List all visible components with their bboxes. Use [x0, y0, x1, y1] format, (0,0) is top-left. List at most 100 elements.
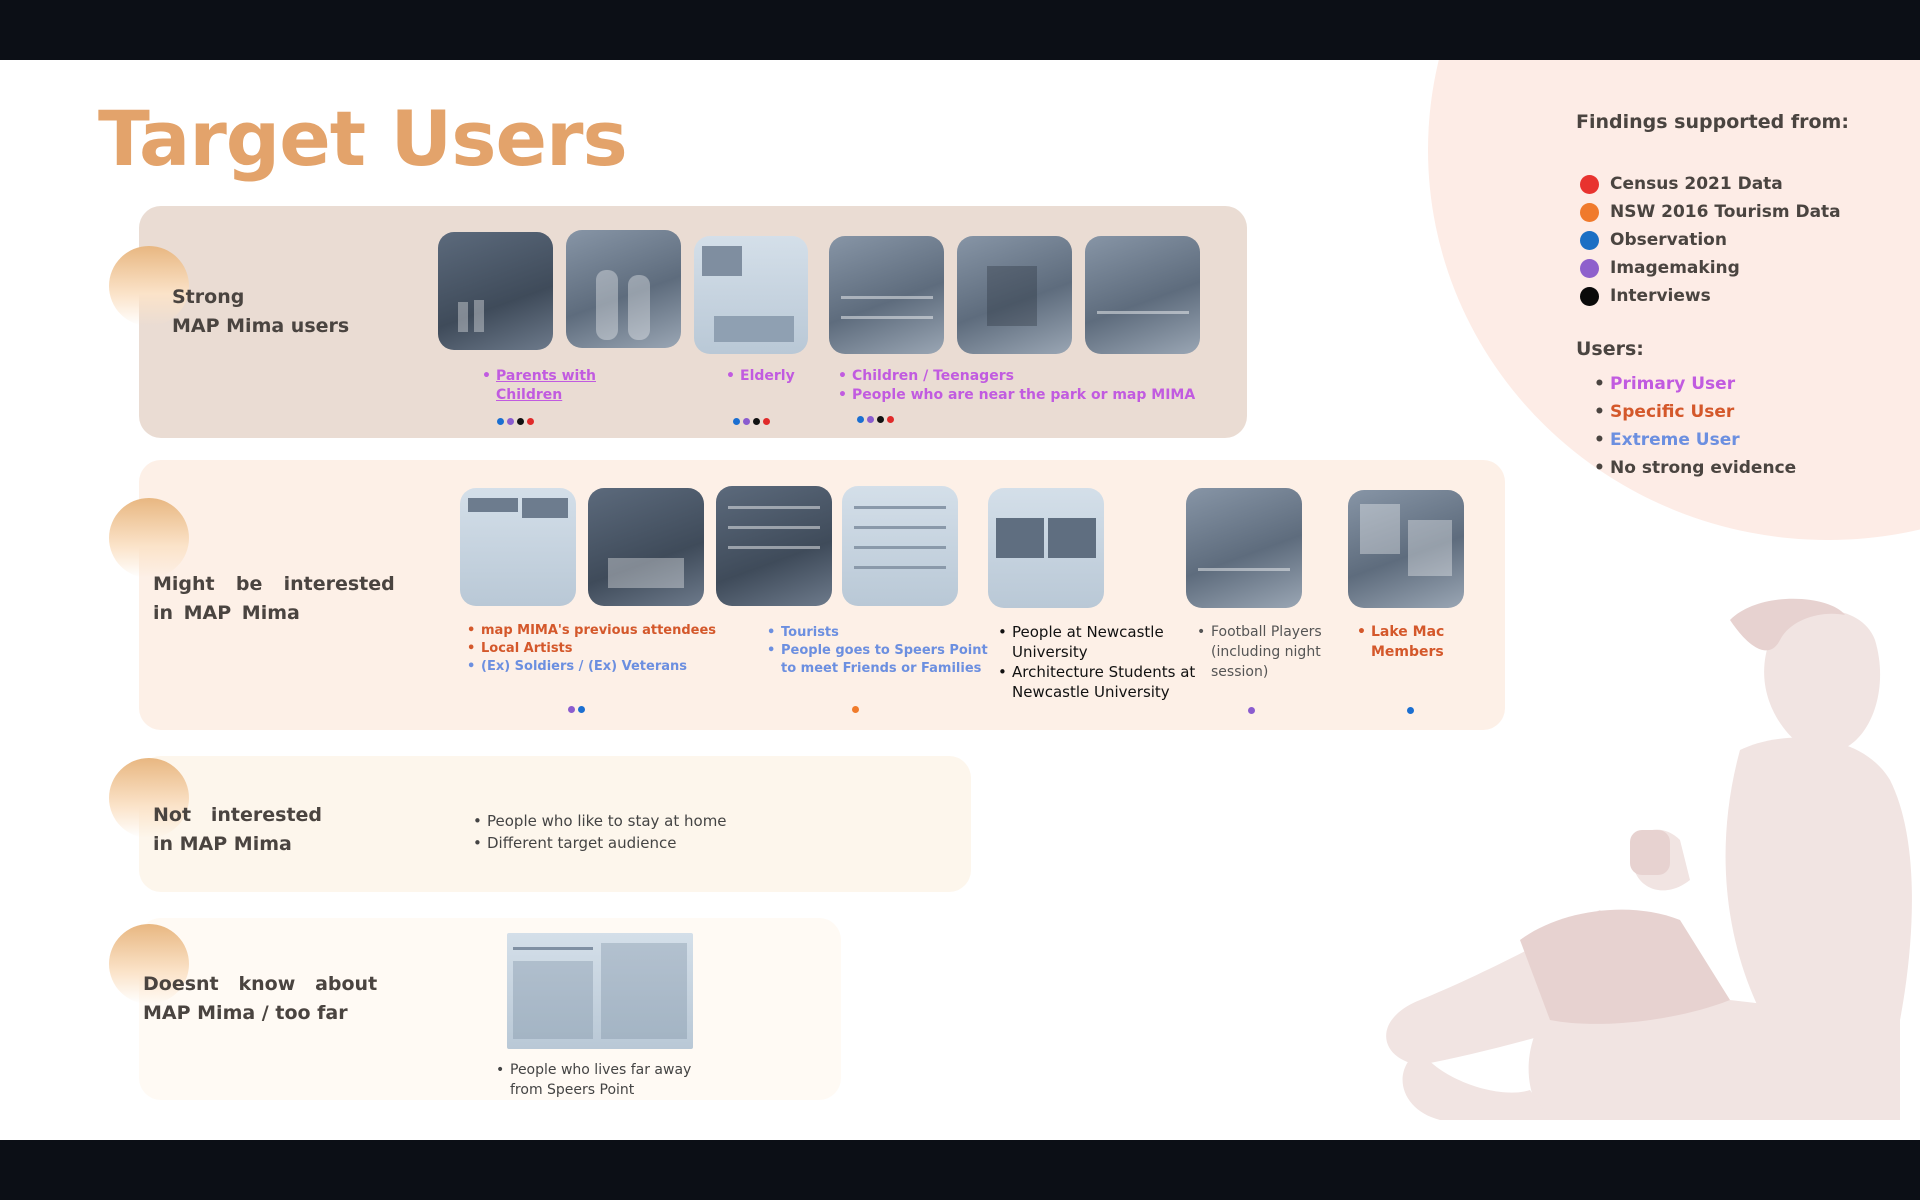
section-label-might: Might be interested in MAP Mima	[153, 573, 395, 624]
list-item: People who lives far away from Speers Po…	[496, 1060, 691, 1100]
photo-immersive-room	[438, 232, 553, 350]
source-dots	[1248, 707, 1255, 714]
section-label-far: Doesnt know about MAP Mima / too far	[143, 973, 378, 1024]
legend-dot	[1580, 202, 1599, 222]
source-dot	[887, 416, 894, 423]
section-label-not-interested: Not interested in MAP Mima	[153, 804, 323, 855]
list-item: People goes to Speers Point to meet Frie…	[767, 642, 988, 678]
source-dot	[743, 418, 750, 425]
source-dots	[733, 418, 770, 425]
far-list: People who lives far away from Speers Po…	[496, 1060, 691, 1100]
image-distance-table	[507, 933, 693, 1049]
might-group-3: People at Newcastle University Architect…	[998, 622, 1195, 702]
image-university-site	[988, 488, 1104, 608]
photo-noticeboard	[1348, 490, 1464, 608]
strong-group-3: Children / Teenagers People who are near…	[838, 367, 1195, 405]
list-item: Football Players (including night sessio…	[1197, 622, 1322, 682]
section-circle	[109, 758, 189, 838]
list-item: Local Artists	[467, 640, 716, 658]
source-dot	[763, 418, 770, 425]
photo-football-night	[1186, 488, 1302, 608]
far-panel	[139, 918, 841, 1100]
photo-memorial-wall	[716, 486, 832, 606]
legend-item-imagemaking: Imagemaking	[1580, 254, 1841, 282]
section-circle	[109, 246, 189, 326]
source-dot	[733, 418, 740, 425]
source-dot	[517, 418, 524, 425]
list-item: Lake Mac Members	[1357, 622, 1444, 662]
legend-item-tourism: NSW 2016 Tourism Data	[1580, 198, 1841, 226]
legend-item-observation: Observation	[1580, 226, 1841, 254]
list-item: Different target audience	[473, 832, 727, 854]
legend-dot	[1580, 230, 1599, 250]
legend-item-interviews: Interviews	[1580, 282, 1841, 310]
photo-concert-stage	[588, 488, 704, 606]
legend-dot	[1580, 258, 1599, 278]
source-dot	[857, 416, 864, 423]
strong-group-2: Elderly	[726, 367, 795, 386]
list-item: People at Newcastle University	[998, 622, 1195, 662]
photo-football-field	[1085, 236, 1200, 354]
list-item: Tourists	[767, 624, 988, 642]
list-item: (Ex) Soldiers / (Ex) Veterans	[467, 658, 716, 676]
source-dot	[507, 418, 514, 425]
legend-label: Census 2021 Data	[1610, 174, 1783, 194]
source-dots	[1407, 707, 1414, 714]
image-newsletter	[460, 488, 576, 606]
legend-label: NSW 2016 Tourism Data	[1610, 202, 1841, 222]
might-group-4: Football Players (including night sessio…	[1197, 622, 1322, 682]
page-title: Target Users	[98, 94, 628, 183]
source-dot	[753, 418, 760, 425]
users-title: Users:	[1576, 338, 1644, 360]
photo-elderly-couple	[566, 230, 681, 348]
list-item: People who are near the park or map MIMA	[838, 386, 1195, 405]
list-item: map MIMA's previous attendees	[467, 622, 716, 640]
photo-park-path	[829, 236, 944, 354]
might-group-2: Tourists People goes to Speers Point to …	[767, 624, 988, 678]
section-label-strong: Strong MAP Mima users	[172, 286, 350, 337]
legend-label: Imagemaking	[1610, 258, 1740, 278]
person-illustration	[1386, 598, 1912, 1120]
top-letterbox	[0, 0, 1920, 60]
source-dot	[497, 418, 504, 425]
legend-item-census: Census 2021 Data	[1580, 170, 1841, 198]
image-tourism-doc	[842, 486, 958, 606]
list-item: Elderly	[726, 367, 795, 386]
bottom-letterbox	[0, 1140, 1920, 1200]
source-dot	[852, 706, 859, 713]
source-dots	[857, 416, 894, 423]
user-type-no-evidence: No strong evidence	[1594, 454, 1796, 482]
user-type-specific: Specific User	[1594, 398, 1796, 426]
list-item: Parents with Children	[482, 367, 596, 405]
legend-dot	[1580, 174, 1599, 194]
source-dots	[497, 418, 534, 425]
list-item: People who like to stay at home	[473, 810, 727, 832]
source-dot	[1248, 707, 1255, 714]
legend-dot	[1580, 286, 1599, 306]
source-dot	[867, 416, 874, 423]
source-dot	[877, 416, 884, 423]
legend-list: Census 2021 Data NSW 2016 Tourism Data O…	[1580, 170, 1841, 310]
users-list: Primary User Specific User Extreme User …	[1594, 370, 1796, 482]
legend-label: Interviews	[1610, 286, 1711, 306]
strong-group-1: Parents with Children	[482, 367, 596, 405]
might-group-5: Lake Mac Members	[1357, 622, 1444, 662]
not-interested-list: People who like to stay at home Differen…	[473, 810, 727, 854]
source-dot	[1407, 707, 1414, 714]
source-dot	[527, 418, 534, 425]
legend-title: Findings supported from:	[1576, 111, 1849, 133]
source-dot	[568, 706, 575, 713]
legend-label: Observation	[1610, 230, 1727, 250]
might-group-1: map MIMA's previous attendees Local Arti…	[467, 622, 716, 676]
section-circle	[109, 924, 189, 1004]
source-dots	[852, 706, 859, 713]
list-item: Architecture Students at Newcastle Unive…	[998, 662, 1195, 702]
user-type-primary: Primary User	[1594, 370, 1796, 398]
section-circle	[109, 498, 189, 578]
source-dots	[568, 706, 585, 713]
slide: Target Users Strong MAP Mima users Paren…	[0, 60, 1920, 1140]
user-type-extreme: Extreme User	[1594, 426, 1796, 454]
photo-playground	[957, 236, 1072, 354]
list-item: Children / Teenagers	[838, 367, 1195, 386]
source-dot	[578, 706, 585, 713]
